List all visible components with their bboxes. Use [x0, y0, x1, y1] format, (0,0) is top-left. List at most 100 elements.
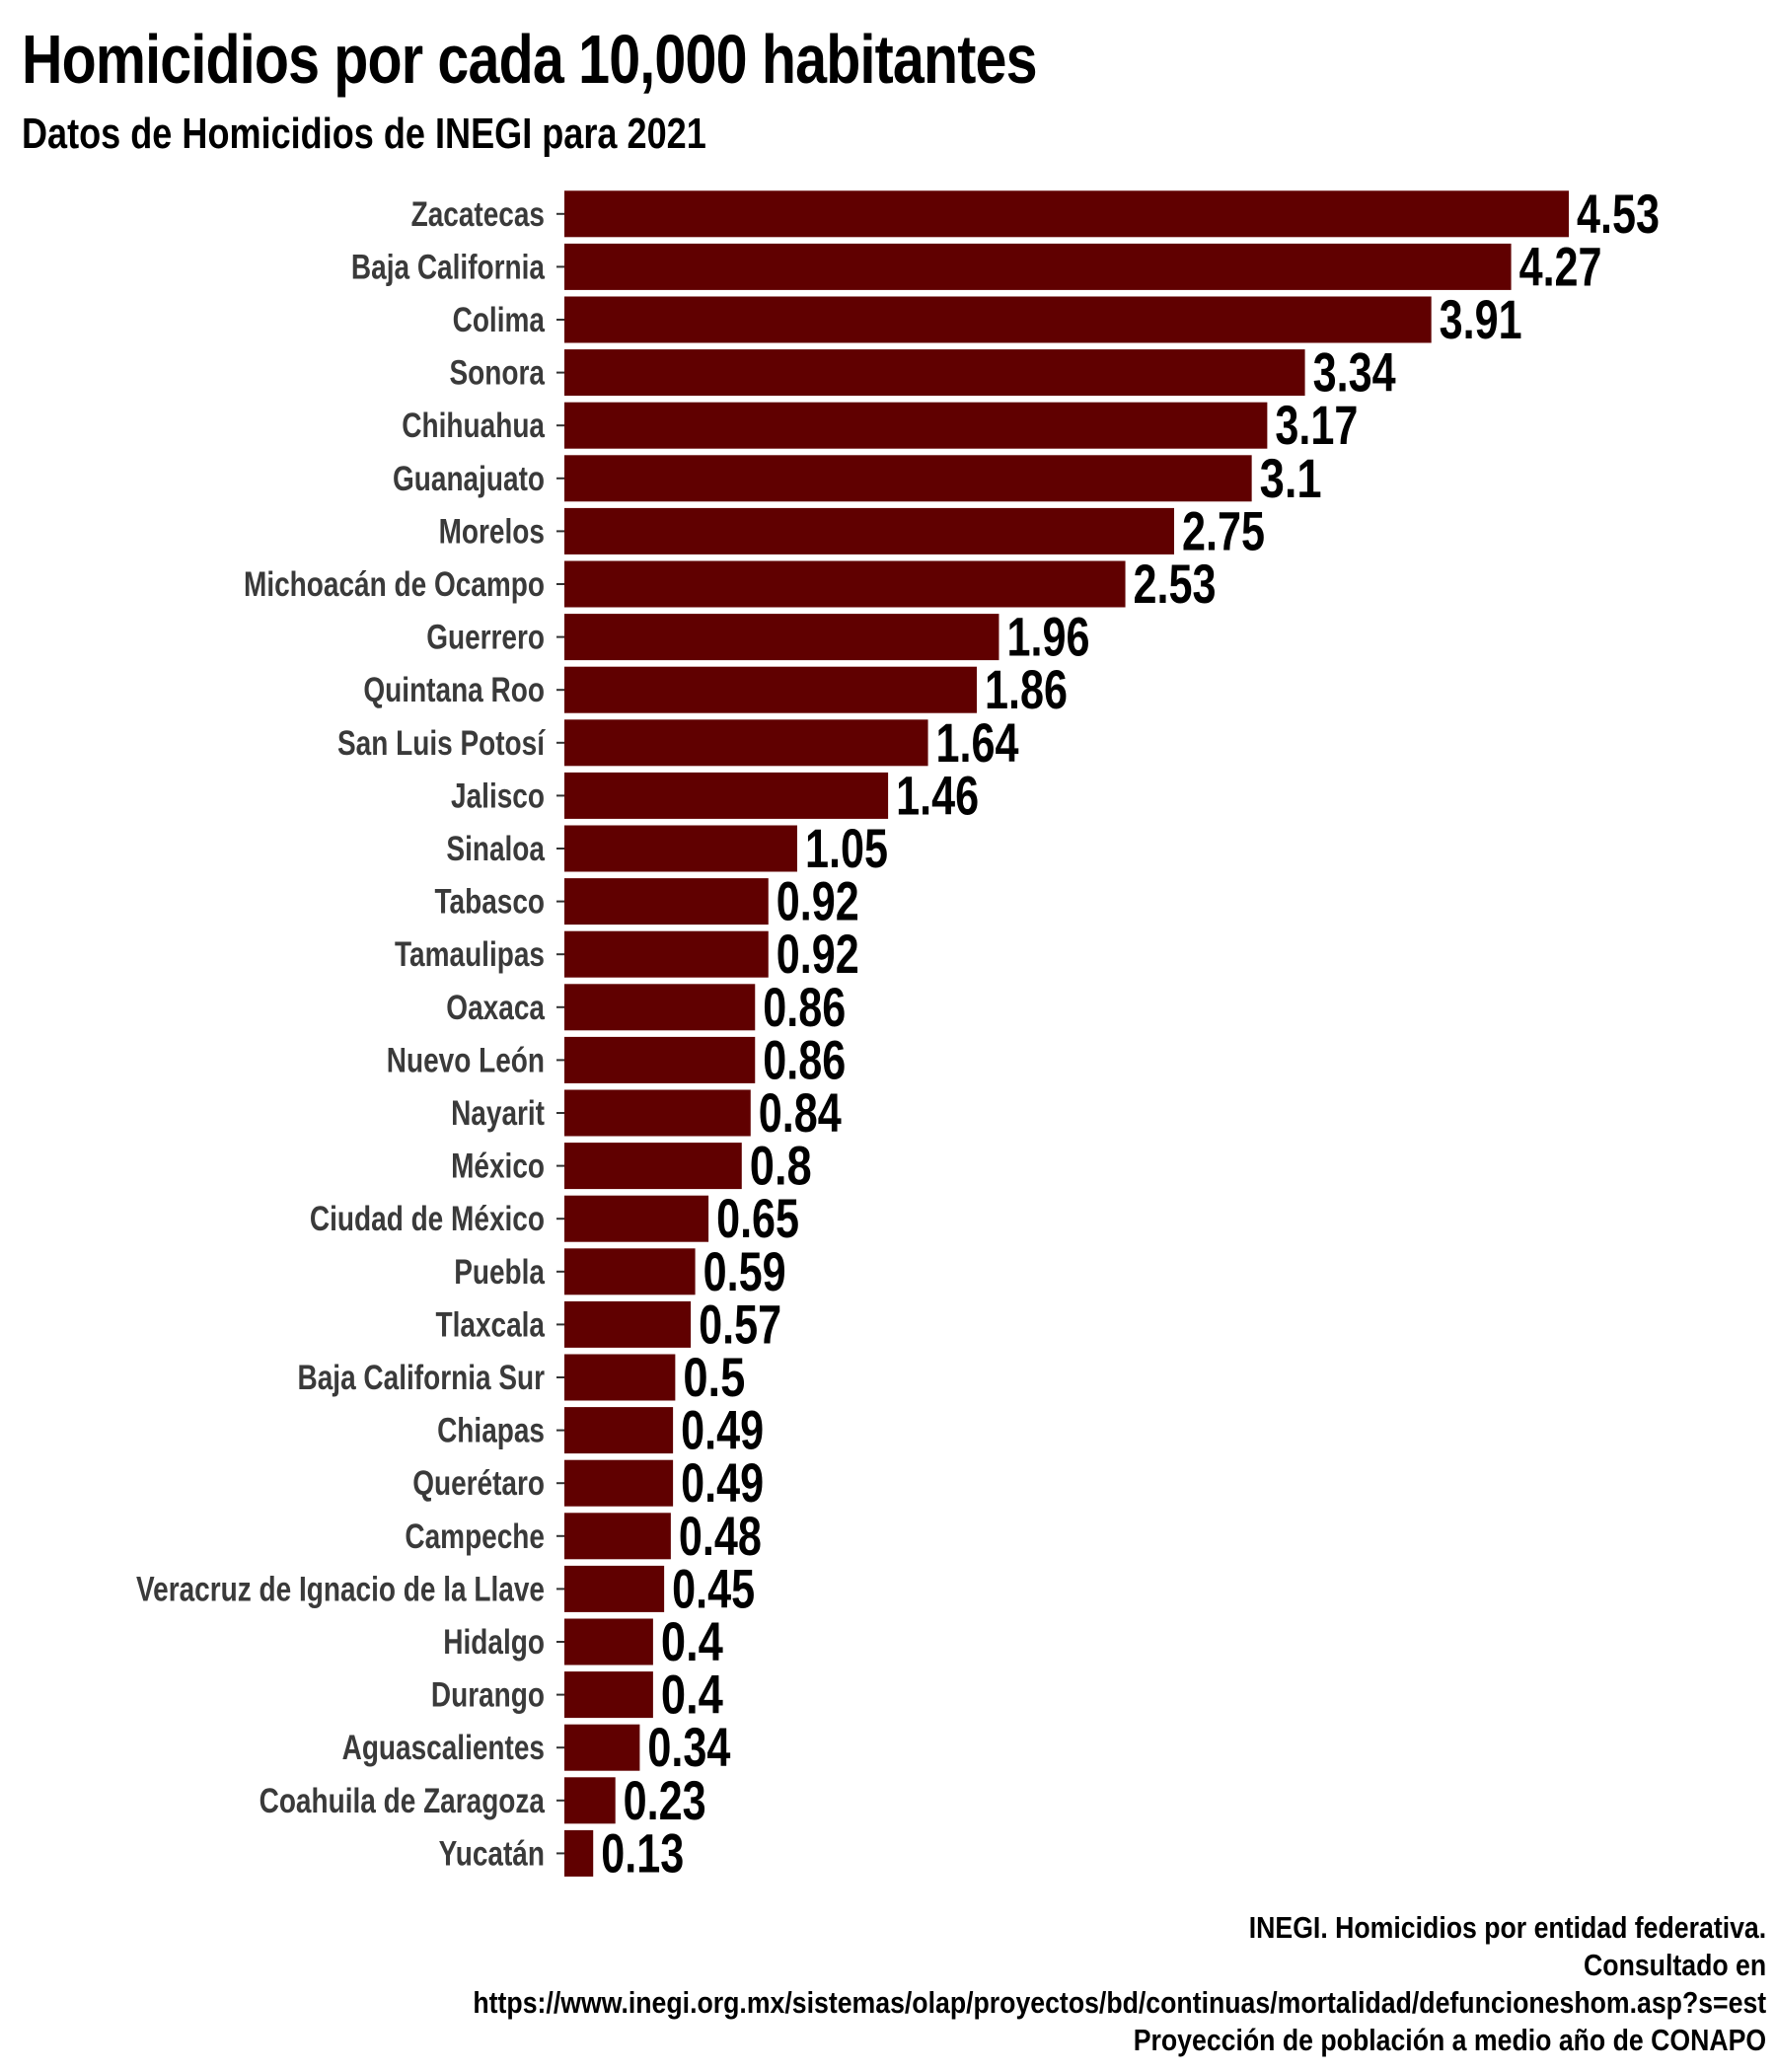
value-label: 0.49 [681, 1451, 764, 1514]
bar [564, 1248, 696, 1295]
caption-line: https://www.inegi.org.mx/sistemas/olap/p… [473, 1985, 1766, 2020]
bar [564, 243, 1512, 290]
category-label: Chihuahua [402, 407, 545, 445]
bar [564, 190, 1569, 238]
value-label: 0.49 [681, 1399, 764, 1461]
value-label: 0.59 [703, 1240, 786, 1302]
value-label: 0.45 [672, 1557, 755, 1619]
category-label: Hidalgo [443, 1623, 545, 1662]
chart-title: Homicidios por cada 10,000 habitantes [22, 21, 1038, 98]
value-label: 4.53 [1577, 183, 1660, 245]
source-caption: INEGI. Homicidios por entidad federativa… [262, 1909, 1766, 2059]
bar [564, 560, 1126, 608]
bar [564, 825, 797, 872]
category-label: Guerrero [426, 619, 545, 657]
bar [564, 1777, 616, 1824]
bar [564, 772, 889, 819]
bar [564, 1089, 751, 1137]
bar-series [564, 190, 1569, 1877]
category-label: Colima [453, 301, 546, 339]
value-label: 0.86 [763, 976, 846, 1038]
caption-line: INEGI. Homicidios por entidad federativa… [1248, 1910, 1766, 1945]
value-label: 4.27 [1519, 235, 1602, 297]
bar [564, 349, 1305, 397]
category-label: Aguascalientes [342, 1729, 545, 1767]
value-label: 0.57 [699, 1293, 781, 1355]
bar [564, 1829, 594, 1877]
value-label: 1.86 [985, 658, 1068, 720]
category-label: San Luis Potosí [337, 724, 546, 763]
bar [564, 1459, 674, 1507]
value-label: 3.91 [1440, 288, 1522, 350]
value-labels: 4.534.273.913.343.173.12.752.531.961.861… [601, 183, 1660, 1885]
category-label: Guanajuato [393, 460, 545, 498]
bar [564, 1724, 640, 1771]
bar [564, 878, 769, 925]
value-label: 0.23 [624, 1769, 706, 1831]
category-label: Nuevo León [387, 1041, 545, 1079]
value-label: 1.46 [896, 764, 979, 826]
bar [564, 1565, 665, 1612]
value-label: 0.4 [661, 1610, 723, 1672]
bar-chart: 4.534.273.913.343.173.12.752.531.961.861… [136, 183, 1660, 1885]
value-label: 2.53 [1134, 553, 1217, 615]
value-label: 0.34 [647, 1716, 730, 1778]
bar [564, 507, 1174, 555]
category-label: Morelos [439, 512, 545, 551]
category-label: Ciudad de México [310, 1200, 545, 1238]
bar [564, 1513, 671, 1560]
category-label: Quintana Roo [363, 671, 545, 709]
value-label: 0.84 [759, 1081, 842, 1144]
value-label: 3.34 [1313, 341, 1396, 404]
category-label: Durango [431, 1676, 545, 1715]
bar [564, 402, 1268, 449]
category-label: Tlaxcala [436, 1305, 546, 1344]
bar [564, 1300, 692, 1348]
value-label: 2.75 [1182, 499, 1265, 561]
y-axis [556, 212, 564, 1855]
value-label: 1.96 [1006, 606, 1089, 668]
category-label: Sonora [450, 354, 546, 393]
bar [564, 1143, 742, 1190]
category-labels: Zacatecas Baja California Colima Sonora Chih… [136, 195, 546, 1874]
bar [564, 1407, 674, 1454]
caption-line: Proyección de población a medio año de C… [1133, 2023, 1766, 2057]
bar [564, 614, 999, 661]
value-label: 0.65 [716, 1187, 799, 1249]
bar [564, 930, 769, 978]
value-label: 3.17 [1275, 394, 1358, 456]
category-label: Campeche [405, 1517, 545, 1556]
bar [564, 1618, 653, 1665]
category-label: Jalisco [451, 777, 545, 815]
value-label: 1.64 [936, 711, 1019, 774]
category-label: Coahuila de Zaragoza [259, 1782, 546, 1820]
value-label: 0.48 [679, 1505, 762, 1567]
value-label: 0.8 [750, 1135, 812, 1197]
category-label: Chiapas [437, 1412, 545, 1450]
category-label: Oaxaca [446, 989, 545, 1027]
bar [564, 1036, 756, 1083]
category-label: Sinaloa [446, 830, 545, 868]
value-label: 0.92 [777, 870, 859, 932]
category-label: Veracruz de Ignacio de la Llave [136, 1570, 545, 1608]
bar [564, 1354, 676, 1401]
chart-subtitle: Datos de Homicidios de INEGI para 2021 [22, 110, 706, 158]
value-label: 3.1 [1260, 447, 1322, 509]
value-label: 0.4 [661, 1664, 723, 1726]
value-label: 0.86 [763, 1028, 846, 1090]
category-label: Yucatán [439, 1834, 545, 1873]
category-label: Tamaulipas [395, 935, 545, 974]
bar [564, 719, 928, 767]
category-label: Querétaro [412, 1464, 545, 1503]
bar [564, 1195, 709, 1242]
value-label: 0.92 [777, 923, 859, 985]
category-label: Michoacán de Ocampo [244, 565, 545, 604]
value-label: 0.13 [601, 1821, 684, 1884]
caption-line: Consultado en [1583, 1948, 1766, 1982]
bar [564, 1671, 653, 1719]
bar [564, 666, 977, 713]
value-label: 1.05 [805, 817, 888, 879]
category-label: Zacatecas [411, 195, 545, 234]
category-label: Tabasco [435, 883, 546, 922]
category-label: Baja California [351, 248, 546, 286]
